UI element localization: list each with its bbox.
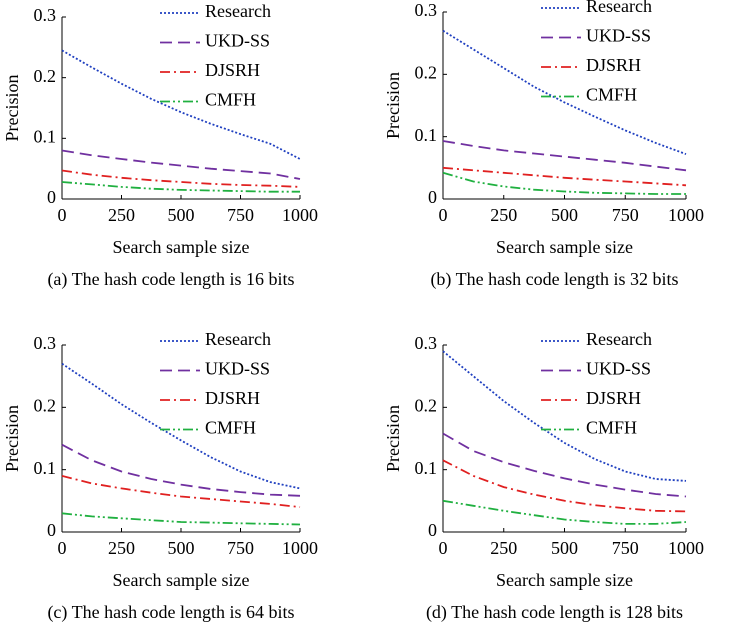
series-line (61, 475, 301, 508)
y-tick-label: 0.1 (415, 125, 438, 145)
legend-label: Research (586, 0, 652, 16)
x-axis-label: Search sample size (496, 237, 633, 257)
x-tick-label: 0 (58, 205, 67, 225)
series-line (61, 169, 301, 188)
y-tick-label: 0.3 (34, 333, 57, 353)
x-tick-label: 0 (439, 538, 448, 558)
series-line (61, 443, 301, 497)
x-tick-label: 500 (551, 538, 578, 558)
series-line (442, 459, 687, 513)
y-tick-label: 0.2 (415, 395, 438, 415)
legend-label: DJSRH (586, 388, 641, 408)
y-axis-label: Precision (383, 405, 403, 472)
x-tick-label: 1000 (668, 538, 704, 558)
legend-label: Research (205, 329, 271, 349)
series-line (442, 29, 687, 155)
series-line (61, 149, 301, 180)
legend-label: UKD-SS (586, 26, 651, 46)
series-line (442, 140, 687, 172)
y-tick-label: 0.1 (34, 458, 57, 478)
y-tick-label: 0.3 (415, 0, 438, 20)
series-line (61, 181, 300, 193)
y-tick-label: 0.3 (34, 5, 57, 25)
legend-label: CMFH (205, 418, 256, 438)
legend-label: UKD-SS (586, 359, 651, 379)
legend-label: DJSRH (205, 60, 260, 80)
x-axis-label: Search sample size (496, 570, 633, 590)
series-line (61, 512, 301, 526)
x-tick-label: 250 (490, 538, 517, 558)
series-line (442, 350, 687, 482)
x-tick-label: 500 (168, 538, 195, 558)
series-line (61, 362, 301, 490)
x-axis-label: Search sample size (113, 570, 250, 590)
y-tick-label: 0 (428, 520, 437, 540)
x-tick-label: 500 (551, 205, 578, 225)
x-tick-label: 750 (227, 538, 254, 558)
y-tick-label: 0.1 (34, 126, 57, 146)
x-tick-label: 250 (108, 538, 135, 558)
x-tick-label: 1000 (668, 205, 704, 225)
x-tick-label: 750 (612, 538, 639, 558)
series-line (61, 49, 301, 160)
caption: (c) The hash code length is 64 bits (47, 602, 294, 623)
x-tick-label: 250 (490, 205, 517, 225)
legend-label: Research (586, 329, 652, 349)
y-tick-label: 0 (428, 187, 437, 207)
x-tick-label: 0 (58, 538, 67, 558)
legend-label: CMFH (586, 418, 637, 438)
series-line (442, 432, 687, 498)
x-axis-label: Search sample size (113, 237, 250, 257)
x-tick-label: 1000 (282, 538, 318, 558)
x-tick-label: 500 (168, 205, 195, 225)
y-tick-label: 0.2 (34, 395, 57, 415)
legend-label: UKD-SS (205, 359, 270, 379)
x-tick-label: 750 (227, 205, 254, 225)
legend-label: UKD-SS (205, 31, 270, 51)
caption: (a) The hash code length is 16 bits (47, 269, 294, 290)
x-tick-label: 750 (612, 205, 639, 225)
legend-label: CMFH (205, 90, 256, 110)
series-line (442, 166, 687, 187)
y-tick-label: 0.2 (34, 66, 57, 86)
y-axis-label: Precision (2, 405, 22, 472)
y-tick-label: 0 (47, 187, 56, 207)
y-tick-label: 0.2 (415, 62, 438, 82)
x-tick-label: 1000 (282, 205, 318, 225)
legend-label: CMFH (586, 85, 637, 105)
y-tick-label: 0 (47, 520, 56, 540)
y-axis-label: Precision (383, 72, 403, 139)
x-tick-label: 250 (108, 205, 135, 225)
series-line (442, 171, 686, 195)
caption: (d) The hash code length is 128 bits (426, 602, 683, 623)
x-tick-label: 0 (439, 205, 448, 225)
series-line (442, 499, 687, 525)
y-tick-label: 0.1 (415, 458, 438, 478)
legend-label: DJSRH (205, 388, 260, 408)
legend-label: Research (205, 1, 271, 21)
caption: (b) The hash code length is 32 bits (430, 269, 678, 290)
y-axis-label: Precision (2, 75, 22, 142)
y-tick-label: 0.3 (415, 333, 438, 353)
legend-label: DJSRH (586, 55, 641, 75)
